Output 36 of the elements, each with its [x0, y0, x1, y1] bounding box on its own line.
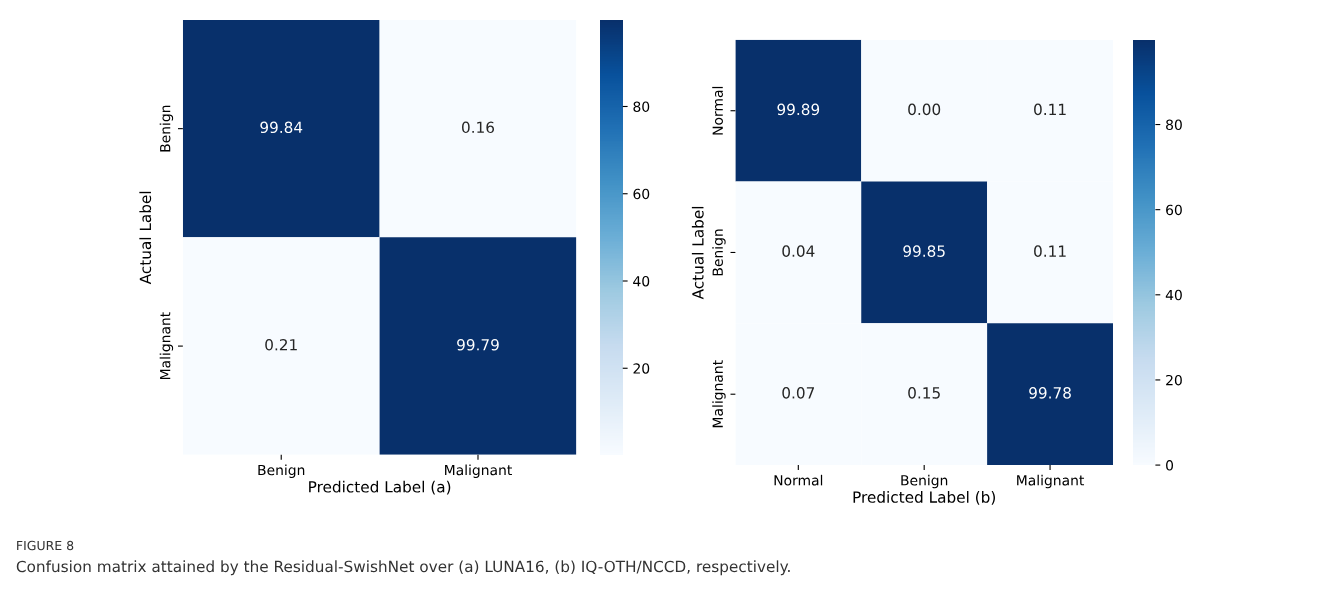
- x-tick-label: Normal: [774, 474, 823, 486]
- y-axis-title: Actual Label: [139, 191, 152, 285]
- color-bar-label: 60: [633, 188, 650, 200]
- color-bar-label: 20: [1166, 374, 1182, 386]
- x-tick-label: Benign: [901, 474, 948, 489]
- x-tick-label: Malignant: [445, 464, 512, 478]
- color-bar-label: 80: [633, 101, 650, 112]
- data-label: 0.04: [782, 245, 815, 257]
- x-tick-label: Malignant: [1017, 474, 1085, 489]
- color-bar-label: 40: [1165, 289, 1182, 301]
- data-label: 99.78: [1029, 387, 1071, 399]
- data-label: 0.11: [1034, 103, 1066, 116]
- y-tick-label: Normal: [712, 86, 723, 135]
- data-label: 0.00: [908, 103, 941, 116]
- data-label: 99.85: [903, 245, 945, 257]
- color-bar-label: 40: [633, 275, 650, 287]
- color-bar-label: 80: [1166, 119, 1182, 131]
- y-axis-title: Actual Label: [691, 206, 704, 300]
- color-bar-label: 0: [1166, 460, 1174, 471]
- data-label: 99.79: [457, 338, 499, 351]
- data-label: 0.21: [265, 338, 297, 351]
- data-label: 0.07: [782, 387, 815, 399]
- x-axis-title: Predicted Label (a): [309, 480, 451, 495]
- caption: FIGURE 8: [17, 540, 74, 551]
- data-label: 0.11: [1034, 245, 1066, 257]
- data-label: 0.15: [908, 387, 940, 399]
- data-label: 0.16: [461, 121, 495, 134]
- color-bar-label: 60: [1166, 204, 1182, 216]
- data-label: 99.84: [260, 121, 303, 134]
- x-axis-title: Predicted Label (b): [853, 491, 995, 505]
- color-bar-label: 20: [633, 363, 650, 374]
- text: Confusion matrix attained by the Residual-SwishNet over (a) LUNA16, (b) IQ-OTH/NCCD, respectively.: [16, 560, 790, 576]
- y-tick-label: Malignant: [712, 360, 726, 428]
- y-tick-label: Benign: [712, 229, 726, 276]
- x-tick-label: Benign: [258, 464, 305, 478]
- data-label: 99.89: [777, 103, 820, 116]
